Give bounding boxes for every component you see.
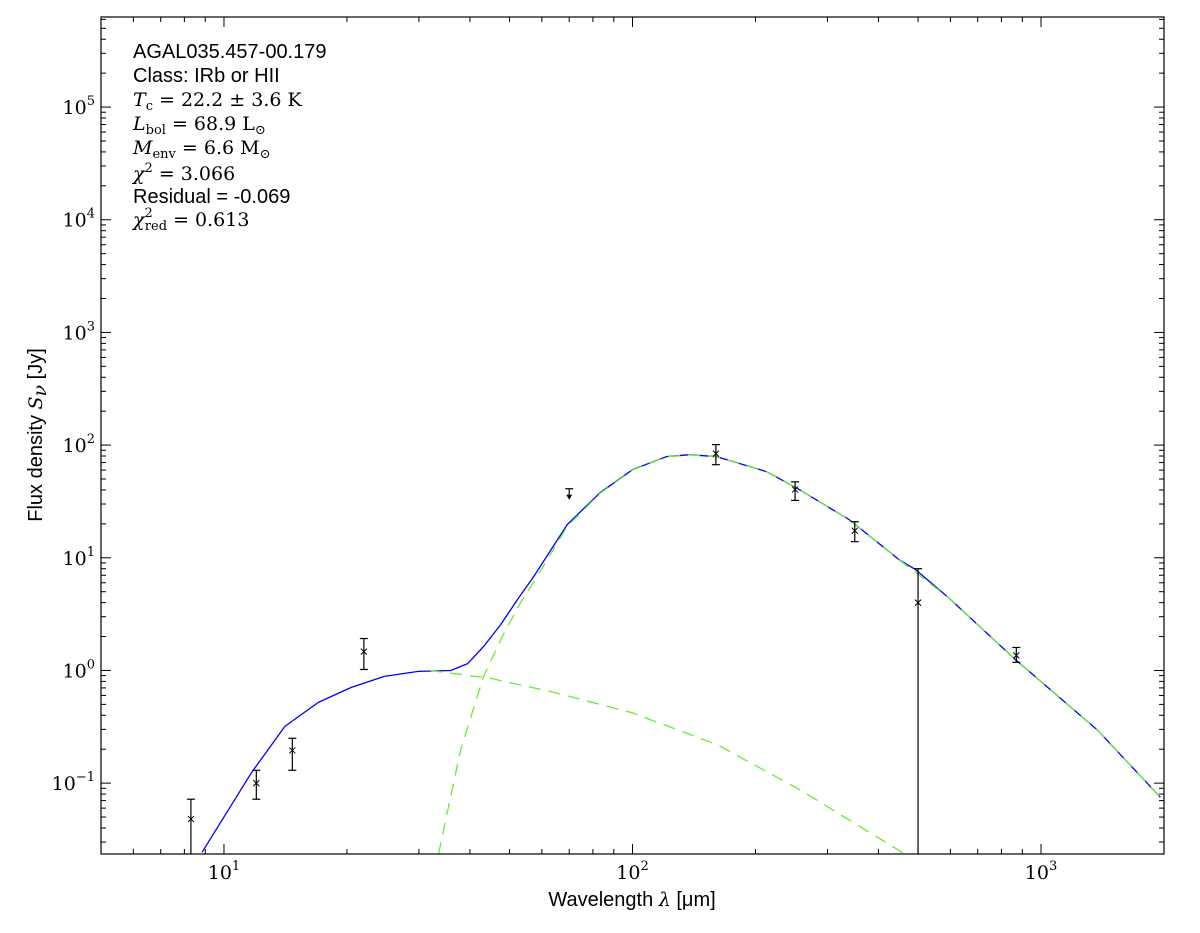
envelope-mass-label: Menv = 6.6 M⊙ bbox=[132, 137, 271, 162]
data-point-marker bbox=[187, 815, 195, 823]
temperature-label: Tc = 22.2 ± 3.6 K bbox=[133, 89, 303, 114]
x-tick-label: 102 bbox=[616, 859, 648, 884]
upper-limit-arrow bbox=[566, 494, 573, 500]
y-tick-label: 100 bbox=[63, 657, 95, 682]
data-point-marker bbox=[851, 527, 859, 535]
data-point-marker bbox=[914, 599, 922, 606]
y-tick-label: 10−1 bbox=[52, 770, 95, 795]
plot-frame bbox=[100, 16, 1165, 855]
x-tick-label: 101 bbox=[208, 859, 240, 884]
data-point-marker bbox=[288, 747, 296, 754]
data-point-marker bbox=[1012, 652, 1020, 659]
reduced-chi-squared-label: χ2 red = 0.613 bbox=[131, 206, 249, 234]
source-name: AGAL035.457-00.179 bbox=[133, 41, 327, 63]
total-fit-curve bbox=[201, 454, 1161, 853]
data-point-marker bbox=[712, 450, 720, 457]
fit-curves bbox=[201, 454, 1161, 854]
source-class: Class: IRb or HII bbox=[133, 65, 280, 87]
residual-label: Residual = -0.069 bbox=[133, 186, 290, 208]
axis-ticks: 101 102 103 10−1 100 101 102 103 104 105 bbox=[52, 17, 1165, 884]
fit-annotation: AGAL035.457-00.179 Class: IRb or HII Tc … bbox=[131, 41, 327, 234]
y-tick-label: 103 bbox=[63, 319, 95, 344]
data-point-marker bbox=[252, 779, 260, 787]
component-curve-2 bbox=[437, 454, 1161, 854]
component-curve-1 bbox=[430, 669, 906, 854]
luminosity-label: Lbol = 68.9 L⊙ bbox=[132, 113, 266, 138]
data-point-marker bbox=[791, 486, 799, 493]
data-point-marker bbox=[360, 648, 368, 655]
y-tick-label: 104 bbox=[63, 207, 95, 232]
chi-squared-label: χ2 = 3.066 bbox=[131, 161, 235, 185]
x-axis-label: Wavelength λ [μm] bbox=[548, 889, 715, 911]
y-axis-label: Flux density Sν [Jy] bbox=[25, 348, 51, 522]
y-tick-label: 105 bbox=[63, 94, 95, 119]
x-tick-label: 103 bbox=[1025, 859, 1057, 884]
y-tick-label: 101 bbox=[63, 545, 95, 570]
y-tick-label: 102 bbox=[63, 432, 95, 457]
data-points bbox=[186, 444, 1021, 854]
